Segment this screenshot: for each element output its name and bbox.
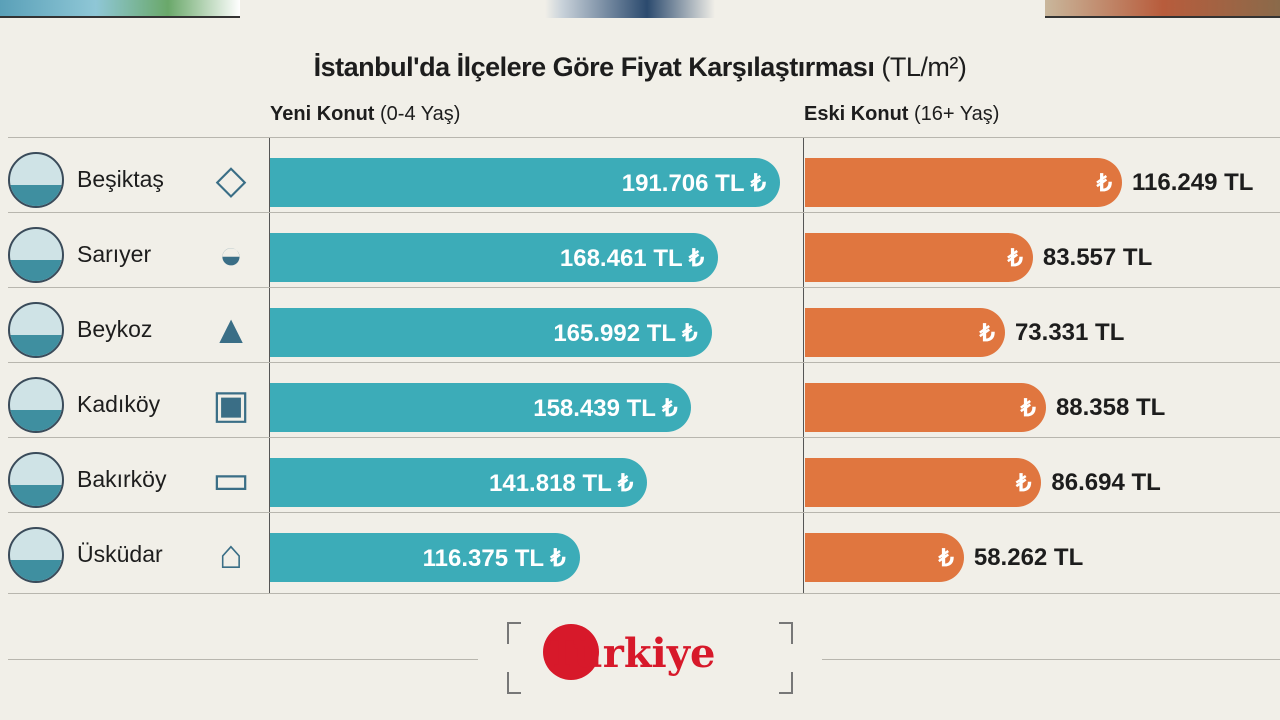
divider (8, 659, 478, 660)
lira-icon: ₺ (979, 320, 995, 347)
legend-label: Eski Konut (804, 103, 909, 125)
tram-icon: ▭ (212, 458, 250, 502)
skyline-decoration-right (1045, 0, 1280, 18)
bar-old-housing: ₺ (805, 308, 1005, 357)
row-divider (8, 212, 1280, 213)
category-label: Sarıyer (77, 241, 152, 267)
legend-old-housing: Eski Konut (16+ Yaş) (804, 103, 999, 126)
tower-decoration (545, 0, 715, 18)
data-label: 116.375 TL ₺ (422, 545, 566, 572)
bar-new-housing: 165.992 TL ₺ (270, 308, 712, 357)
ferry-ticket-icon: ▣ (212, 383, 250, 427)
bar-new-housing: 191.706 TL ₺ (270, 158, 780, 207)
turkiye-logo: Türkiye (507, 622, 793, 694)
chart-row: Üsküdar ⌂ 116.375 TL ₺ ₺ 58.262 TL (0, 517, 1280, 592)
logo-text: Türkiye (547, 630, 716, 677)
data-label: 88.358 TL (1055, 394, 1166, 421)
chart-row: Bakırköy ▭ 141.818 TL ₺ ₺ 86.694 TL (0, 442, 1280, 517)
category-label: Bakırköy (77, 466, 167, 492)
row-divider (8, 137, 1280, 138)
bar-old-housing: ₺ (805, 233, 1033, 282)
data-label: 168.461 TL ₺ (559, 245, 705, 272)
category-label: Beşiktaş (77, 166, 164, 192)
legend-new-housing: Yeni Konut (0-4 Yaş) (270, 103, 460, 126)
chart-row: Kadıköy ▣ 158.439 TL ₺ ₺ 88.358 TL (0, 367, 1280, 442)
row-divider (8, 287, 1280, 288)
diamond-icon: ◇ (215, 158, 247, 202)
skyline-decoration-left (0, 0, 240, 18)
legend-subtitle: (0-4 Yaş) (380, 103, 461, 125)
data-label: 86.694 TL (1051, 469, 1161, 496)
row-divider (8, 437, 1280, 438)
title-text: İstanbul'da İlçelere Göre Fiyat Karşılaş… (313, 52, 875, 82)
divider (822, 659, 1280, 660)
data-label: 83.557 TL (1042, 244, 1153, 271)
data-label: 158.439 TL ₺ (533, 395, 678, 422)
district-emblem-icon (8, 302, 64, 358)
axis-line-old (803, 137, 804, 593)
bar-old-housing: ₺ (805, 458, 1042, 507)
lira-icon: ₺ (1020, 395, 1036, 422)
lira-icon: ₺ (1016, 470, 1032, 497)
pine-trees-icon: ▲ (211, 308, 251, 352)
data-label: 116.249 TL (1132, 169, 1254, 196)
row-divider (8, 512, 1280, 513)
district-emblem-icon (8, 227, 64, 283)
sunset-sea-icon: ◒ (218, 233, 244, 277)
title-unit: (TL/m²) (881, 52, 967, 82)
legend-subtitle: (16+ Yaş) (914, 103, 1000, 125)
district-emblem-icon (8, 452, 64, 508)
data-label: 191.706 TL ₺ (621, 170, 766, 197)
lira-icon: ₺ (938, 545, 954, 572)
bar-old-housing: ₺ (805, 533, 964, 582)
mosque-icon: ⌂ (218, 533, 244, 577)
lira-icon: ₺ (1096, 170, 1112, 197)
bar-new-housing: 168.461 TL ₺ (270, 233, 719, 282)
bar-old-housing: ₺ (805, 158, 1122, 207)
data-label: 141.818 TL ₺ (489, 470, 634, 497)
row-divider (8, 593, 1280, 594)
district-emblem-icon (8, 152, 64, 208)
bar-old-housing: ₺ (805, 383, 1046, 432)
bar-new-housing: 141.818 TL ₺ (270, 458, 648, 507)
data-label: 58.262 TL (973, 544, 1084, 571)
data-label: 73.331 TL (1014, 319, 1125, 346)
district-emblem-icon (8, 377, 64, 433)
category-label: Beykoz (77, 316, 153, 342)
district-emblem-icon (8, 527, 64, 583)
chart-row: Sarıyer ◒ 168.461 TL ₺ ₺ 83.557 TL (0, 217, 1280, 292)
chart-row: Beşiktaş ◇ 191.706 TL ₺ ₺ 116.249 TL (0, 142, 1280, 217)
data-label: 165.992 TL ₺ (553, 320, 698, 347)
chart-row: Beykoz ▲ 165.992 TL ₺ ₺ 73.331 TL (0, 292, 1280, 367)
bar-new-housing: 116.375 TL ₺ (270, 533, 580, 582)
category-label: Üsküdar (77, 541, 163, 567)
chart-title: İstanbul'da İlçelere Göre Fiyat Karşılaş… (0, 52, 1280, 83)
axis-line-new (269, 137, 270, 593)
lira-icon: ₺ (1007, 245, 1023, 272)
legend-label: Yeni Konut (270, 103, 375, 125)
row-divider (8, 362, 1280, 363)
bar-new-housing: 158.439 TL ₺ (270, 383, 692, 432)
crescent-star-icon (543, 624, 599, 680)
category-label: Kadıköy (77, 391, 161, 417)
